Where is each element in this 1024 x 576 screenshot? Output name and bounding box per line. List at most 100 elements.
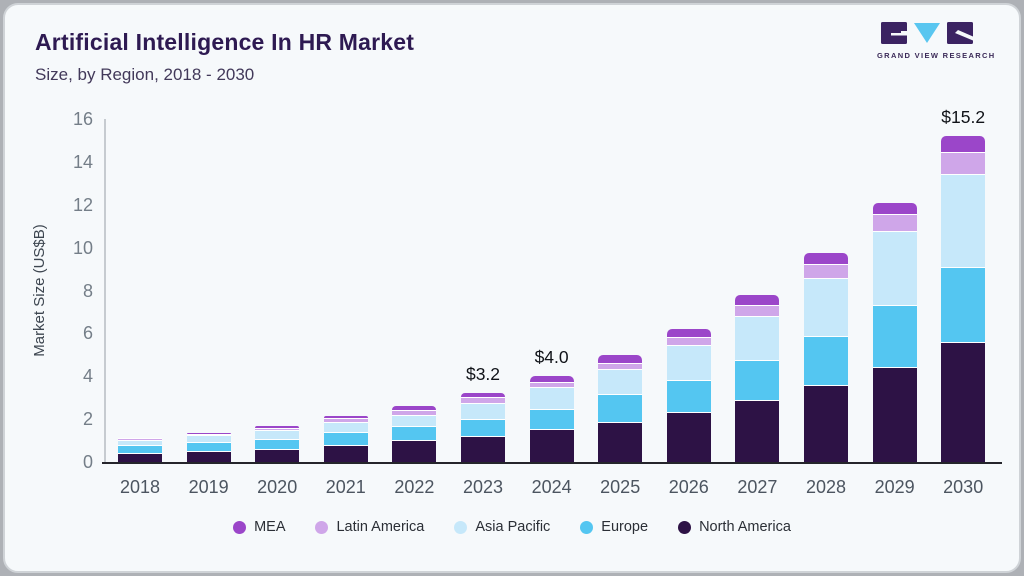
segment-asia-pacific-2026[interactable] (666, 345, 711, 380)
legend-dot-mea (233, 520, 247, 534)
y-tick-4: 4 (82, 366, 93, 387)
segment-mea-2019[interactable] (186, 432, 231, 434)
segment-latin-america-2025[interactable] (598, 362, 643, 369)
bar-2022[interactable] (392, 406, 437, 462)
report-card: Artificial Intelligence In HR Market Siz… (3, 3, 1021, 573)
segment-north-america-2029[interactable] (872, 366, 917, 462)
segment-asia-pacific-2024[interactable] (529, 387, 574, 409)
legend-item-mea[interactable]: MEA (233, 519, 285, 535)
legend-item-latin-america[interactable]: Latin America (315, 519, 424, 535)
segment-north-america-2023[interactable] (461, 436, 505, 462)
segment-mea-2023[interactable] (461, 393, 505, 398)
segment-north-america-2018[interactable] (118, 452, 162, 462)
bar-2026[interactable] (666, 328, 711, 462)
segment-europe-2026[interactable] (666, 379, 711, 412)
x-tick-2029: 2029 (874, 477, 915, 497)
legend-item-asia-pacific[interactable]: Asia Pacific (454, 519, 550, 535)
segment-latin-america-2022[interactable] (392, 410, 437, 415)
segment-latin-america-2027[interactable] (735, 304, 780, 316)
legend-item-north-america[interactable]: North America (678, 519, 791, 535)
legend-dot-north-america (678, 520, 692, 534)
y-tick-2: 2 (82, 409, 93, 430)
segment-europe-2025[interactable] (598, 393, 643, 422)
segment-latin-america-2023[interactable] (461, 397, 505, 403)
bar-2030[interactable] (941, 136, 986, 462)
segment-north-america-2021[interactable] (323, 444, 368, 462)
segment-latin-america-2021[interactable] (323, 418, 368, 422)
segment-latin-america-2018[interactable] (118, 438, 162, 440)
segment-asia-pacific-2019[interactable] (186, 435, 231, 442)
segment-europe-2021[interactable] (323, 431, 368, 445)
segment-europe-2023[interactable] (461, 418, 505, 437)
segment-europe-2018[interactable] (118, 445, 162, 453)
legend-item-europe[interactable]: Europe (580, 519, 648, 535)
segment-north-america-2019[interactable] (186, 450, 231, 462)
segment-latin-america-2020[interactable] (255, 427, 300, 430)
bar-2020[interactable] (255, 426, 300, 462)
bar-2018[interactable] (118, 437, 162, 462)
segment-asia-pacific-2022[interactable] (392, 414, 437, 426)
segment-asia-pacific-2030[interactable] (941, 174, 986, 268)
segment-mea-2026[interactable] (666, 328, 711, 338)
segment-latin-america-2019[interactable] (186, 433, 231, 436)
chart-legend: MEA Latin America Asia Pacific Europe North … (5, 519, 1019, 535)
segment-north-america-2027[interactable] (735, 399, 780, 462)
bar-2027[interactable] (735, 294, 780, 462)
segment-north-america-2026[interactable] (666, 411, 711, 462)
y-tick-10: 10 (72, 237, 93, 258)
segment-mea-2029[interactable] (872, 202, 917, 215)
y-tick-8: 8 (82, 280, 93, 301)
segment-asia-pacific-2027[interactable] (735, 315, 780, 360)
segment-asia-pacific-2018[interactable] (118, 439, 162, 446)
segment-asia-pacific-2028[interactable] (804, 277, 848, 336)
segment-north-america-2024[interactable] (529, 429, 574, 462)
segment-europe-2024[interactable] (529, 408, 574, 430)
segment-asia-pacific-2023[interactable] (461, 402, 505, 419)
segment-europe-2029[interactable] (872, 305, 917, 367)
segment-north-america-2028[interactable] (804, 384, 848, 462)
segment-north-america-2020[interactable] (255, 448, 300, 462)
legend-label-europe: Europe (601, 519, 649, 535)
x-tick-2020: 2020 (257, 477, 298, 497)
segment-asia-pacific-2021[interactable] (323, 421, 368, 432)
segment-europe-2030[interactable] (941, 267, 986, 342)
bar-2028[interactable] (804, 253, 848, 462)
segment-north-america-2025[interactable] (598, 421, 643, 462)
x-tick-2021: 2021 (325, 477, 366, 497)
segment-europe-2019[interactable] (186, 441, 231, 451)
legend-label-asia-pacific: Asia Pacific (475, 519, 551, 535)
segment-mea-2028[interactable] (804, 253, 848, 265)
segment-mea-2027[interactable] (735, 294, 780, 305)
bar-2025[interactable] (598, 354, 643, 462)
segment-asia-pacific-2025[interactable] (598, 368, 643, 394)
segment-north-america-2022[interactable] (392, 439, 437, 462)
segment-mea-2020[interactable] (255, 426, 300, 428)
segment-europe-2027[interactable] (735, 359, 780, 400)
bar-2023[interactable] (461, 393, 505, 462)
bar-2021[interactable] (323, 415, 368, 462)
segment-latin-america-2026[interactable] (666, 337, 711, 346)
segment-mea-2030[interactable] (941, 136, 986, 153)
x-tick-2026: 2026 (668, 477, 709, 497)
segment-latin-america-2028[interactable] (804, 264, 848, 278)
segment-asia-pacific-2029[interactable] (872, 231, 917, 306)
segment-mea-2025[interactable] (598, 354, 643, 363)
bar-2029[interactable] (872, 202, 917, 462)
segment-north-america-2030[interactable] (941, 341, 986, 462)
segment-mea-2021[interactable] (323, 415, 368, 419)
bar-2024[interactable] (529, 376, 574, 462)
segment-mea-2018[interactable] (118, 437, 162, 439)
segment-latin-america-2024[interactable] (529, 382, 574, 388)
x-tick-2028: 2028 (805, 477, 847, 497)
y-tick-14: 14 (72, 151, 93, 172)
segment-mea-2022[interactable] (392, 406, 437, 411)
segment-europe-2020[interactable] (255, 438, 300, 449)
bar-2019[interactable] (186, 432, 231, 462)
segment-mea-2024[interactable] (529, 376, 574, 383)
x-axis-labels: 2018 2019 2020 2021 2022 2023 2024 2025 2026 2027… (104, 477, 1000, 501)
segment-europe-2022[interactable] (392, 425, 437, 440)
segment-latin-america-2030[interactable] (941, 152, 986, 175)
segment-latin-america-2029[interactable] (872, 214, 917, 232)
segment-asia-pacific-2020[interactable] (255, 429, 300, 439)
segment-europe-2028[interactable] (804, 335, 848, 385)
